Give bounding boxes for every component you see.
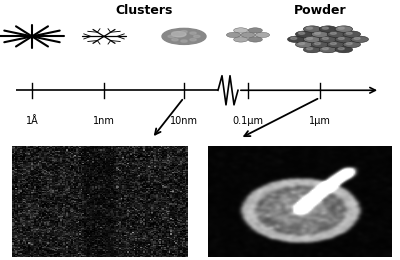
Text: Powder: Powder [294, 4, 346, 17]
Circle shape [335, 36, 353, 43]
Circle shape [248, 28, 262, 33]
Text: Clusters: Clusters [115, 4, 173, 17]
Circle shape [335, 46, 353, 53]
Circle shape [296, 41, 313, 48]
Circle shape [311, 41, 329, 48]
Circle shape [306, 27, 313, 29]
Circle shape [354, 37, 360, 40]
Circle shape [303, 26, 321, 32]
Circle shape [351, 36, 368, 43]
Circle shape [311, 31, 329, 37]
Circle shape [241, 32, 255, 37]
Circle shape [303, 46, 321, 53]
Circle shape [168, 35, 174, 37]
Circle shape [290, 37, 297, 40]
Circle shape [330, 42, 336, 45]
Circle shape [306, 37, 313, 40]
Circle shape [314, 32, 320, 34]
Circle shape [288, 36, 305, 43]
Circle shape [303, 36, 321, 43]
Circle shape [190, 32, 196, 34]
Circle shape [322, 27, 328, 29]
Circle shape [296, 31, 313, 37]
Circle shape [298, 42, 305, 45]
Circle shape [298, 32, 305, 34]
Circle shape [327, 31, 345, 37]
Circle shape [190, 38, 196, 41]
Circle shape [194, 35, 200, 37]
Circle shape [255, 32, 270, 37]
Circle shape [335, 26, 353, 32]
Circle shape [181, 40, 187, 42]
Circle shape [322, 37, 328, 40]
Circle shape [234, 37, 248, 42]
Circle shape [346, 42, 352, 45]
Circle shape [248, 37, 262, 42]
Circle shape [234, 28, 248, 33]
Text: 1Å: 1Å [26, 116, 38, 126]
Circle shape [338, 27, 344, 29]
Text: 0.1μm: 0.1μm [232, 116, 264, 126]
Circle shape [172, 32, 186, 37]
Circle shape [319, 26, 337, 32]
Circle shape [322, 48, 328, 50]
Circle shape [330, 32, 336, 34]
Text: 1μm: 1μm [309, 116, 331, 126]
Circle shape [346, 32, 352, 34]
Circle shape [306, 48, 313, 50]
Text: 10nm: 10nm [170, 116, 198, 126]
Circle shape [338, 48, 344, 50]
Circle shape [327, 41, 345, 48]
Circle shape [172, 38, 178, 41]
Circle shape [226, 32, 241, 37]
Text: 1nm: 1nm [93, 116, 115, 126]
Circle shape [319, 36, 337, 43]
Circle shape [314, 42, 320, 45]
Circle shape [181, 31, 187, 33]
Circle shape [172, 32, 178, 34]
Circle shape [319, 46, 337, 53]
Circle shape [343, 41, 360, 48]
Circle shape [338, 37, 344, 40]
Circle shape [162, 28, 206, 44]
Circle shape [343, 31, 360, 37]
